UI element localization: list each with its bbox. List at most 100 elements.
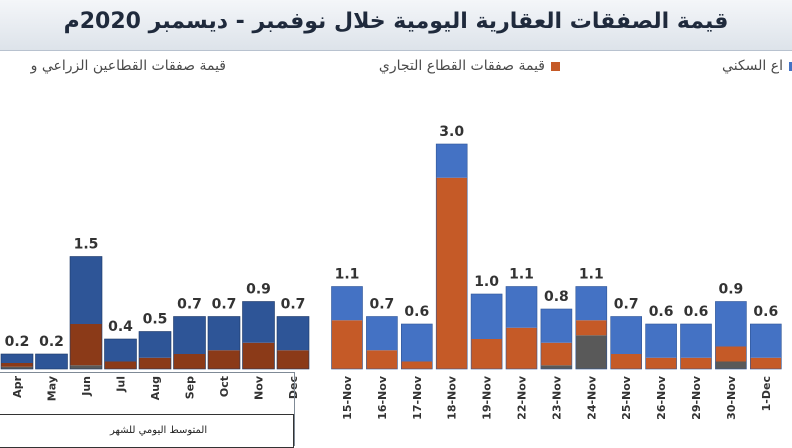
legend: اع السكني قيمة صفقات القطاع التجاري قيمة… xyxy=(0,58,792,82)
tick-label-23-nov: 23-Nov xyxy=(550,375,563,420)
chart-title: قيمة الصفقات العقارية اليومية خلال نوفمب… xyxy=(63,9,729,34)
bar-segment-residential-22-nov xyxy=(506,286,537,328)
bar-outline-1-dec xyxy=(749,323,782,370)
tick-label-30-nov: 30-Nov xyxy=(725,375,738,420)
title-banner: قيمة الصفقات العقارية اليومية خلال نوفمب… xyxy=(0,0,792,51)
bar-outline-jun xyxy=(69,256,103,370)
bar-segment-commercial-15-nov xyxy=(331,320,363,369)
legend-residential-swatch xyxy=(789,61,792,71)
bar-segment-residential-26-nov xyxy=(645,324,677,358)
tick-label-16-nov: 16-Nov xyxy=(376,375,389,420)
legend-agri-industrial-label: قيمة صفقات القطاعين الزراعي و xyxy=(30,58,226,74)
bar-segment-commercial-19-nov xyxy=(471,339,503,369)
bar-segment-residential-17-nov xyxy=(401,324,433,362)
legend-commercial: قيمة صفقات القطاع التجاري xyxy=(379,58,560,74)
tick-label-nov: Nov xyxy=(253,375,266,400)
data-label-16-nov: 0.7 xyxy=(369,297,394,313)
bar-segment-residential-apr xyxy=(1,354,33,363)
bar-segment-commercial-24-nov xyxy=(575,320,607,336)
data-label-29-nov: 0.6 xyxy=(684,304,709,320)
bar-segment-residential-25-nov xyxy=(610,316,642,354)
bar-segment-residential-may xyxy=(35,354,68,369)
legend-agri-industrial: قيمة صفقات القطاعين الزراعي و xyxy=(31,58,226,74)
data-label-23-nov: 0.8 xyxy=(544,289,569,305)
bar-segment-commercial-26-nov xyxy=(645,357,677,369)
bar-segment-commercial-29-nov xyxy=(680,357,712,369)
bar-segment-residential-23-nov xyxy=(540,309,572,343)
bar-segment-residential-1-dec xyxy=(750,324,782,358)
tick-label-22-nov: 22-Nov xyxy=(516,375,529,420)
panel-divider xyxy=(294,372,295,446)
bar-segment-commercial-1-dec xyxy=(750,357,782,369)
tick-label-oct: Oct xyxy=(218,376,231,397)
data-label-may: 0.2 xyxy=(39,334,64,350)
bar-outline-15-nov xyxy=(331,286,363,370)
data-label-25-nov: 0.7 xyxy=(614,297,639,313)
bar-outline-30-nov xyxy=(715,301,747,370)
bar-segment-residential-30-nov xyxy=(715,301,747,347)
bar-segment-residential-18-nov xyxy=(436,144,468,178)
bar-segment-commercial-17-nov xyxy=(401,361,433,369)
data-label-nov: 0.9 xyxy=(246,282,271,298)
tick-label-15-nov: 15-Nov xyxy=(341,375,354,420)
tick-label-18-nov: 18-Nov xyxy=(446,375,459,420)
bar-segment-commercial-oct xyxy=(208,350,240,369)
tick-label-1-dec: 1-Dec xyxy=(760,376,773,411)
data-label-24-nov: 1.1 xyxy=(579,267,604,283)
bar-outline-23-nov xyxy=(540,308,573,370)
bar-segment-residential-jun xyxy=(70,256,102,324)
tick-label-29-nov: 29-Nov xyxy=(690,375,703,420)
bar-segment-residential-24-nov xyxy=(575,286,607,321)
data-label-15-nov: 1.1 xyxy=(335,267,360,283)
bar-segment-residential-16-nov xyxy=(366,316,398,351)
bar-segment-commercial-sep xyxy=(173,354,206,369)
data-label-apr: 0.2 xyxy=(5,334,30,350)
bar-outline-jul xyxy=(104,338,137,370)
bar-outline-nov xyxy=(242,301,275,370)
bar-segment-commercial-nov xyxy=(242,342,275,369)
bar-outline-16-nov xyxy=(366,316,398,370)
tick-label-jul: Jul xyxy=(115,376,128,393)
tick-label-sep: Sep xyxy=(184,376,197,399)
bar-segment-commercial-22-nov xyxy=(506,327,537,369)
bar-outline-29-nov xyxy=(680,323,712,370)
data-label-oct: 0.7 xyxy=(212,297,237,313)
data-label-17-nov: 0.6 xyxy=(404,304,429,320)
bar-segment-commercial-23-nov xyxy=(540,342,572,366)
monthly-caption-box xyxy=(0,414,294,448)
bar-segment-agri_industrial-23-nov xyxy=(540,365,572,369)
tick-label-may: May xyxy=(46,376,59,401)
bar-outline-17-nov xyxy=(400,323,433,370)
bar-outline-22-nov xyxy=(505,286,538,370)
data-label-22-nov: 1.1 xyxy=(509,267,534,283)
bar-outline-apr xyxy=(0,353,34,370)
tick-label-aug: Aug xyxy=(149,376,162,400)
tick-label-apr: Apr xyxy=(11,375,24,397)
bar-segment-commercial-apr xyxy=(1,363,33,367)
bar-segment-residential-29-nov xyxy=(680,324,712,358)
bar-outline-dec xyxy=(276,316,310,370)
bar-segment-commercial-30-nov xyxy=(715,346,747,362)
bar-segment-agri_industrial-apr xyxy=(1,366,33,369)
bar-outline-25-nov xyxy=(610,316,643,370)
bar-segment-commercial-18-nov xyxy=(436,177,468,369)
tick-label-26-nov: 26-Nov xyxy=(655,375,668,420)
bar-segment-residential-sep xyxy=(173,316,206,354)
data-label-19-nov: 1.0 xyxy=(474,274,499,290)
data-label-26-nov: 0.6 xyxy=(649,304,674,320)
bar-segment-commercial-jun xyxy=(70,324,102,366)
tick-label-24-nov: 24-Nov xyxy=(585,375,598,420)
bar-segment-commercial-16-nov xyxy=(366,350,398,369)
bar-segment-agri_industrial-30-nov xyxy=(715,361,747,369)
bar-outline-may xyxy=(35,353,68,370)
data-label-18-nov: 3.0 xyxy=(439,124,464,140)
data-label-1-dec: 0.6 xyxy=(753,304,778,320)
data-label-jul: 0.4 xyxy=(108,319,133,335)
bar-segment-agri_industrial-jun xyxy=(70,365,102,369)
bar-outline-oct xyxy=(207,316,241,370)
tick-label-jun: Jun xyxy=(80,376,93,397)
bar-outline-19-nov xyxy=(470,293,503,370)
bar-segment-residential-dec xyxy=(277,316,309,351)
bar-segment-commercial-dec xyxy=(277,350,309,369)
bar-segment-residential-jul xyxy=(104,339,137,362)
